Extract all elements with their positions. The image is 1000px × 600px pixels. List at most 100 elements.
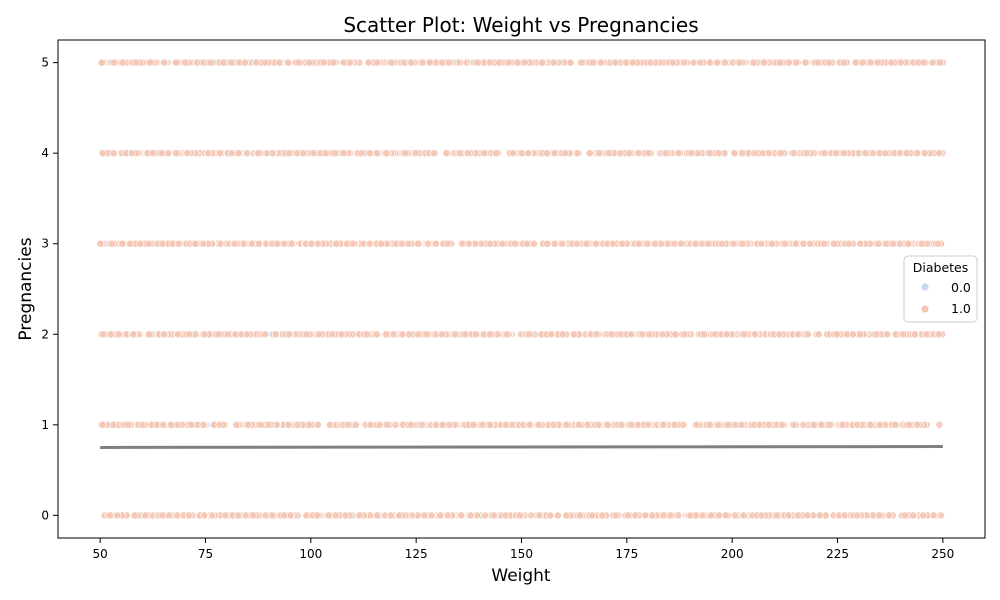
point-series-1 (824, 58, 833, 67)
point-series-1 (760, 58, 768, 67)
point-series-1 (718, 239, 726, 248)
point-series-1 (364, 58, 373, 67)
point-series-1 (577, 58, 586, 67)
point-series-1 (239, 239, 248, 248)
point-series-1 (168, 239, 177, 248)
point-series-1 (243, 149, 251, 158)
point-series-1 (806, 239, 814, 248)
point-series-1 (934, 330, 943, 339)
point-series-1 (425, 58, 434, 67)
point-series-1 (466, 511, 475, 520)
point-series-1 (801, 58, 810, 67)
point-series-1 (457, 511, 466, 520)
point-series-1 (550, 149, 559, 158)
point-series-1 (692, 420, 700, 429)
legend-box (903, 255, 978, 323)
point-series-1 (223, 330, 232, 339)
point-series-1 (803, 330, 812, 339)
point-series-1 (904, 239, 913, 248)
point-series-1 (546, 511, 554, 520)
point-series-1 (646, 58, 655, 67)
point-series-1 (501, 511, 510, 520)
point-series-1 (670, 420, 679, 429)
point-series-1 (799, 239, 808, 248)
point-series-1 (345, 58, 354, 67)
point-series-1 (618, 239, 627, 248)
point-series-1 (562, 420, 571, 429)
point-series-1 (666, 511, 675, 520)
point-series-1 (214, 330, 223, 339)
point-series-1 (644, 420, 652, 429)
point-series-1 (455, 149, 464, 158)
point-series-1 (889, 239, 897, 248)
point-series-1 (465, 239, 473, 248)
point-series-1 (234, 511, 242, 520)
point-series-1 (644, 149, 653, 158)
point-series-1 (935, 420, 944, 429)
point-series-1 (638, 330, 647, 339)
point-series-1 (550, 239, 559, 248)
point-series-1 (611, 511, 620, 520)
point-series-1 (706, 58, 714, 67)
point-series-1 (832, 149, 840, 158)
point-series-1 (106, 511, 115, 520)
point-series-1 (273, 239, 282, 248)
point-series-1 (131, 58, 140, 67)
y-tick-label-0: 0 (41, 508, 49, 522)
point-series-1 (789, 149, 798, 158)
point-series-1 (495, 58, 503, 67)
point-series-1 (687, 149, 696, 158)
point-series-1 (853, 511, 862, 520)
x-tick-label-3: 125 (405, 547, 428, 561)
point-series-1 (573, 149, 582, 158)
legend-marker-1 (920, 304, 930, 314)
point-series-1 (414, 239, 423, 248)
point-series-1 (208, 511, 217, 520)
point-series-1 (659, 420, 668, 429)
point-series-1 (498, 239, 507, 248)
point-series-1 (485, 58, 494, 67)
point-series-1 (866, 58, 875, 67)
point-series-1 (432, 239, 440, 248)
point-series-1 (457, 239, 466, 248)
point-series-1 (315, 330, 324, 339)
point-series-1 (887, 58, 896, 67)
point-series-1 (438, 58, 446, 67)
point-series-1 (608, 239, 617, 248)
point-series-1 (216, 149, 224, 158)
point-series-1 (527, 511, 536, 520)
plot-area (57, 39, 986, 539)
point-series-1 (840, 511, 849, 520)
point-series-1 (241, 511, 250, 520)
point-series-1 (721, 58, 729, 67)
point-series-1 (526, 420, 534, 429)
point-series-1 (294, 58, 303, 67)
point-series-1 (504, 58, 513, 67)
point-series-1 (373, 58, 381, 67)
point-series-1 (605, 149, 613, 158)
y-tick-label-1: 1 (41, 418, 49, 432)
point-series-1 (820, 149, 829, 158)
point-series-1 (114, 330, 123, 339)
point-series-1 (849, 330, 857, 339)
point-series-1 (339, 149, 348, 158)
point-series-1 (127, 149, 136, 158)
point-series-1 (332, 239, 341, 248)
point-series-1 (691, 239, 700, 248)
point-series-1 (566, 58, 575, 67)
point-series-1 (869, 149, 878, 158)
point-series-1 (876, 420, 884, 429)
point-series-1 (648, 511, 657, 520)
point-series-1 (558, 330, 567, 339)
point-series-1 (96, 239, 105, 248)
point-series-1 (376, 420, 384, 429)
point-series-1 (373, 511, 382, 520)
chart-title: Scatter Plot: Weight vs Pregnancies (343, 13, 698, 37)
point-series-1 (219, 58, 228, 67)
point-series-1 (382, 149, 391, 158)
point-series-1 (730, 511, 739, 520)
point-series-1 (438, 420, 447, 429)
point-series-1 (355, 511, 364, 520)
point-series-1 (543, 149, 551, 158)
